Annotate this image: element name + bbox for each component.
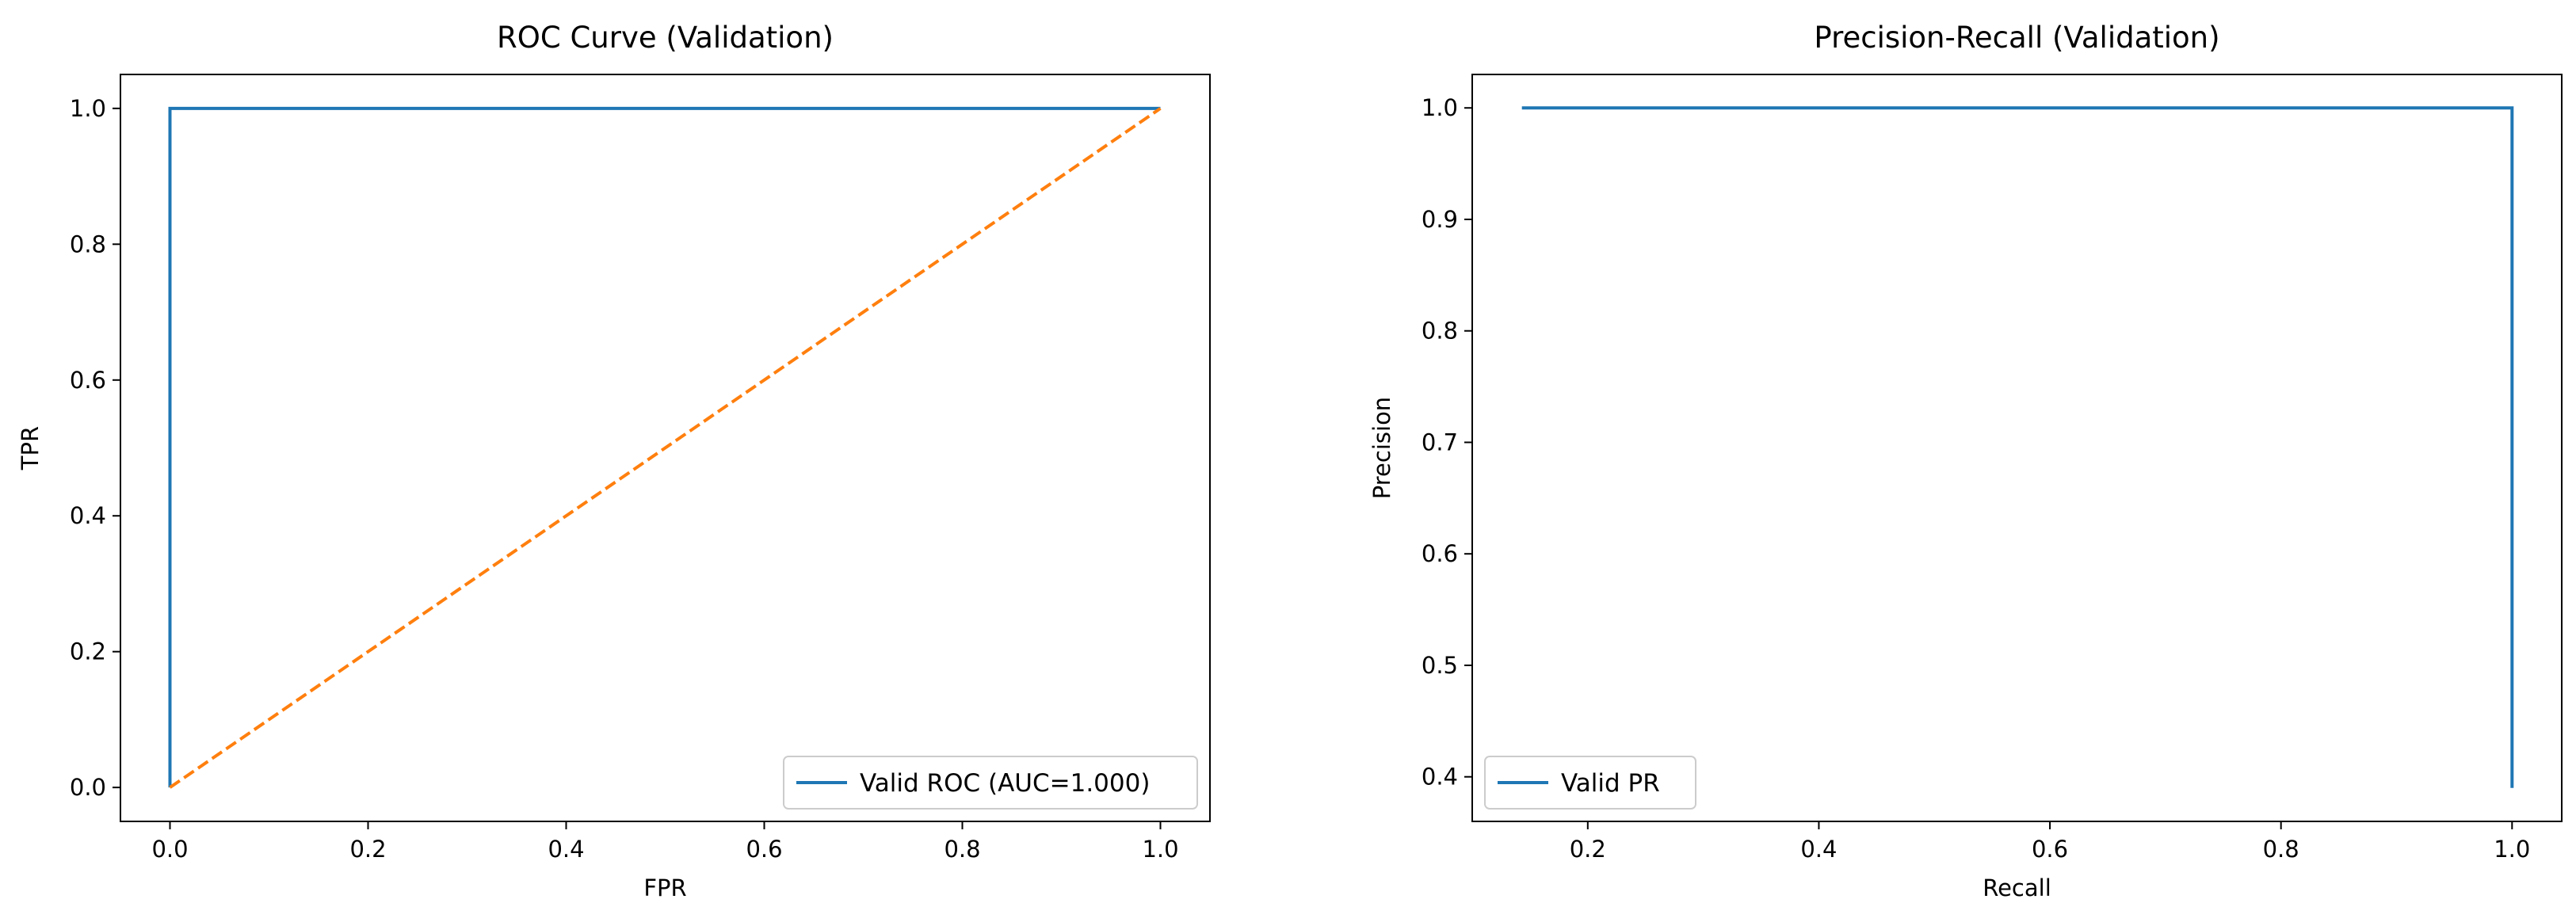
- y-tick-label: 0.7: [1422, 429, 1458, 455]
- y-tick-label: 0.8: [1422, 318, 1458, 345]
- chart-title: Precision-Recall (Validation): [1814, 21, 2219, 55]
- y-tick-label: 0.2: [70, 638, 106, 665]
- x-tick-label: 0.8: [2263, 836, 2299, 863]
- axes-frame: [1471, 74, 2563, 822]
- x-axis-label: FPR: [643, 874, 686, 901]
- x-tick-label: 0.4: [1800, 836, 1837, 863]
- legend-label: Valid PR: [1561, 769, 1660, 798]
- legend-box: [1484, 756, 1696, 810]
- x-tick-label: 0.0: [151, 836, 188, 863]
- x-axis-label: Recall: [1983, 874, 2051, 901]
- y-tick-label: 1.0: [70, 95, 106, 122]
- x-tick-label: 0.8: [944, 836, 980, 863]
- y-tick-label: 0.8: [70, 230, 106, 257]
- legend: Valid PR: [1484, 756, 1696, 810]
- plot-area: [168, 106, 1162, 789]
- series-line-0: [1521, 106, 2514, 788]
- chart-title: ROC Curve (Validation): [497, 21, 834, 55]
- y-tick-label: 1.0: [1422, 94, 1458, 121]
- reference-line-1: [169, 107, 1162, 789]
- y-tick-label: 0.9: [1422, 206, 1458, 233]
- x-tick-label: 0.4: [548, 836, 584, 863]
- y-axis-label: TPR: [17, 426, 44, 471]
- y-tick-label: 0.6: [70, 367, 106, 394]
- x-tick-label: 0.2: [349, 836, 386, 863]
- y-tick-label: 0.6: [1422, 540, 1458, 567]
- axes-frame: [120, 74, 1211, 822]
- x-tick-label: 1.0: [2494, 836, 2530, 863]
- series-line-0: [168, 106, 1161, 788]
- roc-chart: 0.0 0.2 0.4 0.6 0.8 1.0 0.0 0.2 0.4 0.6 0.8 1.0 ROC …: [17, 21, 1211, 901]
- legend-box: [783, 756, 1198, 810]
- y-tick-label: 0.4: [1422, 764, 1458, 791]
- x-tick-label: 0.2: [1570, 836, 1606, 863]
- x-tick-label: 0.6: [2032, 836, 2068, 863]
- legend: Valid ROC (AUC=1.000): [783, 756, 1198, 810]
- y-axis-label: Precision: [1368, 397, 1395, 499]
- y-tick-label: 0.0: [70, 774, 106, 801]
- pr-chart: 0.2 0.4 0.6 0.8 1.0 0.4 0.5 0.6 0.7 0.8 0.9 1.0 Prec…: [1368, 21, 2563, 901]
- plot-area: [1521, 106, 2514, 788]
- x-tick-label: 1.0: [1142, 836, 1178, 863]
- legend-label: Valid ROC (AUC=1.000): [860, 769, 1150, 798]
- x-tick-label: 0.6: [746, 836, 782, 863]
- y-tick-label: 0.5: [1422, 652, 1458, 679]
- y-tick-label: 0.4: [70, 502, 106, 529]
